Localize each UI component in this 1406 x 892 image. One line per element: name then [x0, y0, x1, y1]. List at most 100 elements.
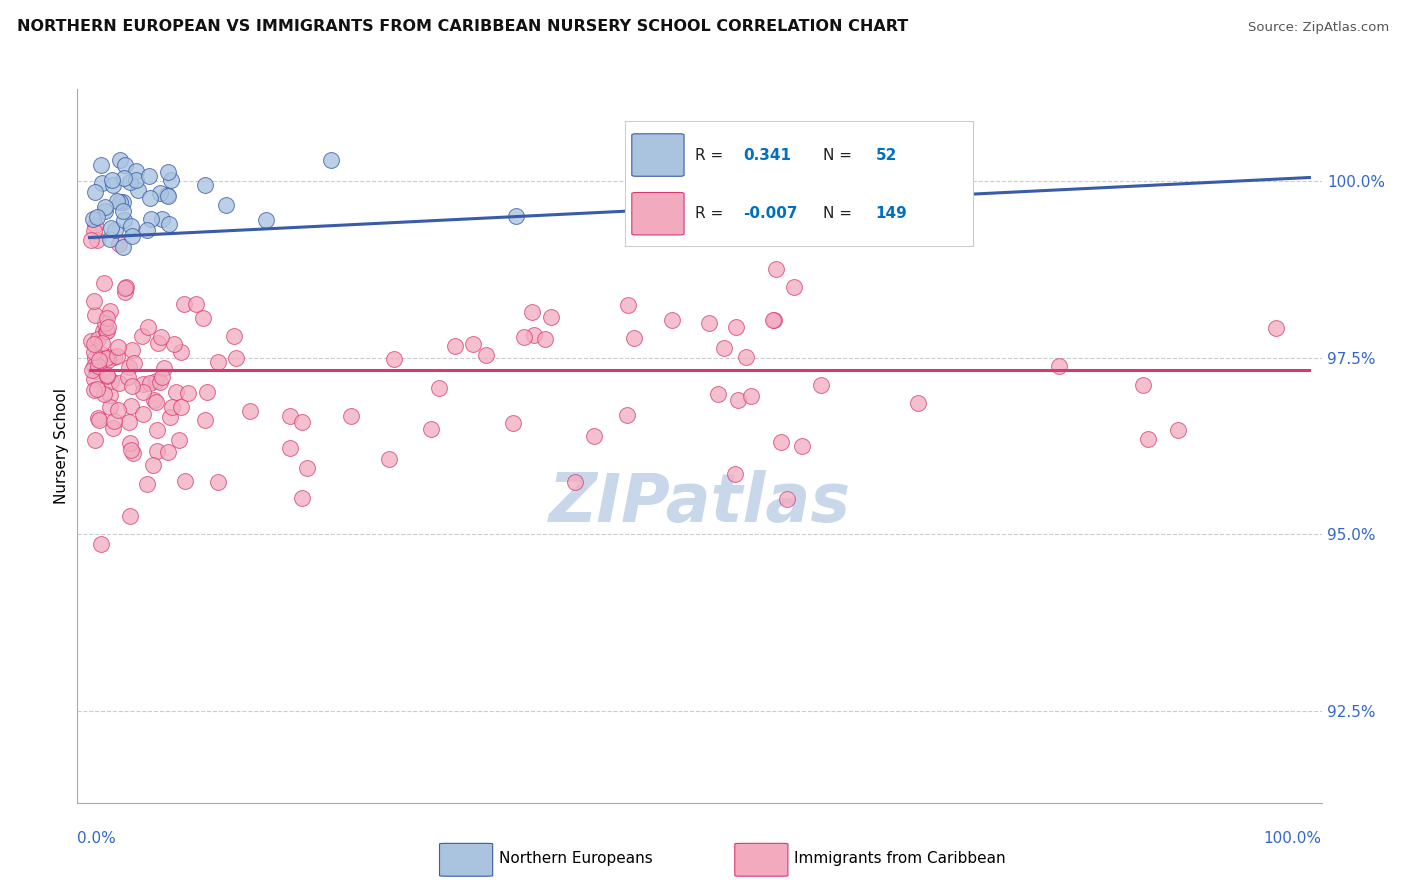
Point: [97, 320, 120, 334]
Point: [150, 370, 173, 384]
Point: [90, 537, 112, 551]
Point: [740, 388, 762, 402]
Point: [127, 183, 149, 197]
Point: [186, 296, 208, 310]
Point: [790, 439, 813, 453]
Point: [616, 408, 638, 422]
Point: [149, 375, 172, 389]
Text: -0.007: -0.007: [744, 206, 797, 221]
Text: 100.0%: 100.0%: [1264, 831, 1322, 846]
Text: 149: 149: [876, 206, 907, 221]
Point: [84, 351, 107, 366]
Point: [94, 200, 117, 214]
Point: [100, 220, 122, 235]
Point: [120, 509, 142, 524]
Point: [118, 415, 141, 429]
Point: [103, 350, 125, 364]
Point: [112, 203, 135, 218]
Point: [735, 350, 758, 364]
Point: [146, 335, 169, 350]
Text: NORTHERN EUROPEAN VS IMMIGRANTS FROM CARIBBEAN NURSERY SCHOOL CORRELATION CHART: NORTHERN EUROPEAN VS IMMIGRANTS FROM CAR…: [17, 20, 908, 34]
Point: [160, 400, 183, 414]
Text: R =: R =: [695, 206, 728, 221]
Point: [83, 384, 105, 398]
Point: [80, 233, 103, 247]
Point: [121, 379, 143, 393]
Point: [112, 170, 135, 185]
Point: [157, 188, 180, 202]
Point: [96, 311, 118, 326]
Point: [118, 360, 141, 375]
Point: [98, 388, 121, 402]
Point: [87, 332, 110, 346]
Point: [339, 409, 361, 424]
Point: [713, 341, 735, 355]
Point: [118, 174, 141, 188]
Point: [765, 261, 787, 276]
Point: [763, 312, 786, 326]
Point: [319, 153, 342, 167]
Point: [145, 395, 167, 409]
Point: [131, 329, 153, 343]
Point: [83, 293, 105, 308]
Point: [215, 198, 238, 212]
Point: [225, 351, 247, 365]
Text: N =: N =: [824, 147, 858, 162]
Point: [107, 340, 129, 354]
Point: [80, 363, 103, 377]
FancyBboxPatch shape: [440, 843, 492, 876]
Point: [173, 297, 195, 311]
Point: [150, 212, 173, 227]
Point: [810, 378, 832, 392]
Point: [278, 441, 301, 455]
Point: [114, 285, 136, 299]
Point: [104, 222, 127, 236]
Point: [96, 351, 118, 366]
Point: [84, 308, 107, 322]
Point: [157, 217, 180, 231]
Point: [94, 324, 117, 338]
Point: [291, 491, 314, 505]
Point: [93, 276, 115, 290]
Point: [776, 492, 799, 507]
Point: [582, 429, 605, 443]
Point: [661, 313, 683, 327]
Text: Immigrants from Caribbean: Immigrants from Caribbean: [794, 851, 1005, 866]
Point: [1167, 423, 1189, 437]
FancyBboxPatch shape: [631, 193, 685, 235]
Text: ZIPatlas: ZIPatlas: [548, 470, 851, 536]
Point: [105, 194, 128, 209]
Point: [112, 240, 135, 254]
Point: [122, 446, 145, 460]
Point: [124, 356, 146, 370]
Point: [176, 386, 198, 401]
Point: [1264, 321, 1286, 335]
Text: N =: N =: [824, 206, 858, 221]
Point: [125, 172, 148, 186]
Point: [87, 413, 110, 427]
Point: [103, 414, 125, 428]
Point: [86, 364, 108, 378]
Point: [107, 403, 129, 417]
Point: [120, 219, 142, 233]
Text: Northern Europeans: Northern Europeans: [499, 851, 652, 866]
Point: [86, 383, 108, 397]
Point: [152, 360, 174, 375]
Point: [101, 173, 124, 187]
Text: Source: ZipAtlas.com: Source: ZipAtlas.com: [1249, 21, 1389, 34]
Point: [82, 212, 104, 227]
Point: [96, 324, 118, 338]
Point: [91, 324, 114, 338]
Point: [378, 452, 401, 467]
Point: [697, 316, 720, 330]
Point: [110, 194, 132, 209]
Point: [254, 213, 277, 227]
Point: [1137, 432, 1160, 446]
Point: [564, 475, 586, 489]
Point: [108, 153, 131, 167]
Point: [291, 415, 314, 429]
Point: [762, 313, 785, 327]
Point: [114, 280, 136, 294]
Point: [207, 475, 229, 490]
Point: [145, 374, 167, 388]
